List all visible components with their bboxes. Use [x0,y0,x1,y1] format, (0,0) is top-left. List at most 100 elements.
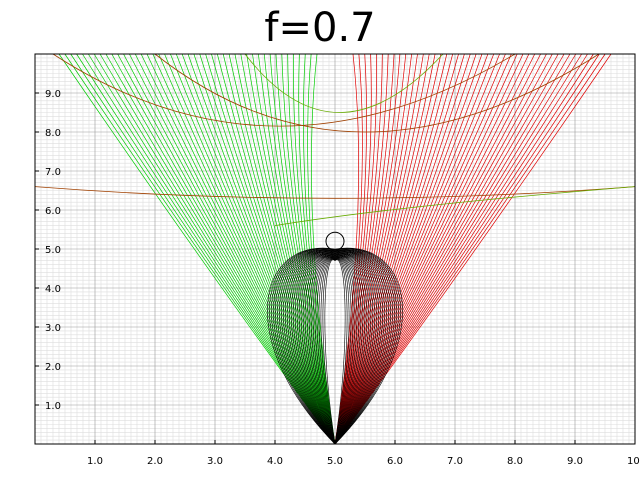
left-fan-line [281,53,336,445]
loop-contour [284,251,386,445]
right-fan-line [334,53,401,445]
y-tick-label: 3.0 [45,323,61,334]
left-fan-line [140,53,336,445]
left-fan-line [181,53,336,445]
x-tick-label: 6.0 [387,456,403,467]
loop-contour [298,254,372,445]
right-fan-line [334,53,547,445]
y-tick-label: 1.0 [45,401,61,412]
left-fan-line [199,53,336,445]
right-fan-line [334,53,577,445]
right-fan-line [334,53,477,445]
loop-contour [318,258,352,445]
right-fan-line [334,53,424,445]
long-curve [244,53,444,113]
right-fan-line [334,53,600,445]
x-tick-label: 4.0 [267,456,283,467]
loop-contour [308,256,362,445]
loop-contour [267,247,403,445]
x-tick-label: 2.0 [147,456,163,467]
loop-contour [302,255,368,445]
y-tick-label: 5.0 [45,245,61,256]
loop-contour [290,252,380,445]
x-tick-label: 5.0 [327,456,343,467]
long-curve [274,186,636,226]
right-fan-line [334,53,359,445]
right-fan-line [334,53,565,445]
loop-contour [279,250,391,445]
right-fan-line [334,53,512,445]
left-fan-line [303,53,336,445]
right-fan-line [334,53,436,445]
left-fan-line [234,53,336,445]
left-fan-line [246,53,336,445]
y-tick-label: 4.0 [45,284,61,295]
loop-contour [300,254,370,445]
right-fan-line [334,53,582,445]
right-fan-line [334,53,412,445]
left-fan-line [152,53,336,445]
loop-contour [320,258,350,445]
loop-contour [277,249,393,445]
left-fan-line [269,53,336,445]
loop-contour [314,257,356,445]
x-tick-label: 1.0 [87,456,103,467]
loop-contour [292,253,378,445]
left-fan-line [93,53,336,445]
right-fan-line [334,53,471,445]
left-fan-line [88,53,336,445]
long-curve [154,53,600,133]
loop-contour [288,252,382,445]
x-tick-label: 3.0 [207,456,223,467]
loop-contour [286,251,384,445]
series-loop-contours [267,231,403,445]
right-fan-line [334,53,559,445]
left-fan-line [105,53,336,445]
left-fan-line [70,53,336,445]
x-tick-label: 8.0 [507,456,523,467]
left-fan-line [258,53,336,445]
chart-title: f=0.7 [264,5,376,51]
right-fan-line [334,53,530,445]
y-tick-label: 8.0 [45,128,61,139]
y-tick-label: 7.0 [45,167,61,178]
left-fan-line [111,53,336,445]
long-curve [52,53,516,127]
series-brown-curves [34,53,636,226]
loop-contour [324,259,346,445]
left-fan-line [193,53,336,445]
loop-contour [283,251,387,445]
right-fan-line [334,53,448,445]
y-tick-label: 2.0 [45,362,61,373]
left-fan-line [211,53,336,445]
right-fan-line [334,53,367,445]
right-fan-line [334,53,459,445]
left-fan-line [293,53,336,445]
loop-contour [281,250,389,445]
x-axis-ticks: 1.0 2.0 3.0 4.0 5.0 6.0 7.0 8.0 9.0 10. [87,440,640,467]
loop-contour [294,253,376,445]
loop-contour [312,257,358,445]
loop-contour [310,256,360,445]
loop-circle [325,231,345,251]
y-axis-ticks: 1.0 2.0 3.0 4.0 5.0 6.0 7.0 8.0 9.0 [35,89,61,412]
right-fan-line [334,53,377,445]
left-fan-line [311,53,336,445]
x-tick-label: 7.0 [447,456,463,467]
y-tick-label: 9.0 [45,89,61,100]
y-tick-label: 6.0 [45,206,61,217]
right-fan-line [334,53,489,445]
loop-contour [304,255,366,445]
loop-contour [316,257,354,445]
long-curve [34,186,636,199]
x-tick-label: 10. [627,456,640,467]
loop-contour [269,248,401,445]
right-fan-line [334,53,518,445]
left-fan-line [123,53,336,445]
loop-contour [296,253,374,445]
left-fan-line [222,53,336,445]
right-fan-line [334,53,500,445]
x-tick-label: 9.0 [567,456,583,467]
left-fan-line [158,53,336,445]
